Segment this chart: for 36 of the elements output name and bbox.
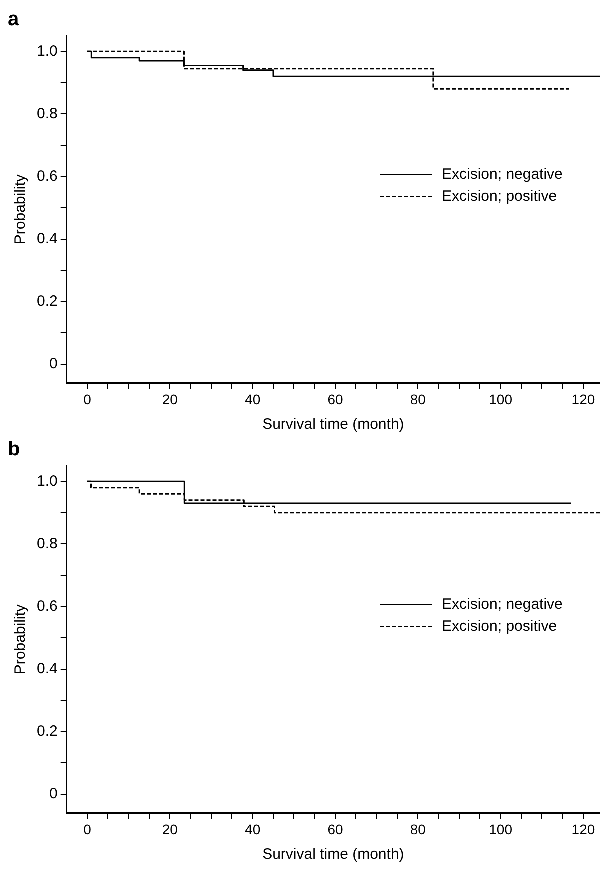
y-axis-title: Probability — [12, 604, 30, 675]
y-tick-label: 0.2 — [36, 723, 58, 740]
y-tick-label: 0.2 — [36, 293, 58, 310]
x-axis-title: Survival time (month) — [262, 846, 404, 864]
y-tick-label: 0.6 — [36, 598, 58, 615]
legend-label: Excision; negative — [442, 596, 563, 614]
legend-label: Excision; positive — [442, 188, 558, 206]
x-tick-label: 80 — [410, 821, 426, 838]
y-tick-label: 1.0 — [36, 42, 58, 60]
x-tick-label: 20 — [162, 821, 178, 838]
x-tick-label: 100 — [489, 391, 513, 408]
y-tick-label: 0.4 — [36, 660, 58, 678]
legend-label: Excision; positive — [442, 618, 558, 636]
chart-title: b — [8, 438, 20, 461]
x-tick-label: 60 — [328, 821, 344, 838]
x-axis-title: Survival time (month) — [262, 416, 404, 434]
y-axis-title: Probability — [12, 174, 30, 245]
y-tick-label: 0.4 — [36, 230, 58, 248]
y-tick-label: 0.8 — [36, 535, 58, 552]
x-tick-label: 60 — [328, 391, 344, 408]
x-tick-label: 80 — [410, 391, 426, 408]
y-tick-label: 0 — [50, 786, 58, 803]
legend-label: Excision; negative — [442, 166, 563, 184]
chart-title: a — [8, 8, 20, 31]
x-tick-label: 120 — [572, 821, 596, 838]
x-tick-label: 40 — [245, 391, 261, 408]
x-tick-label: 0 — [84, 821, 92, 838]
y-tick-label: 0.6 — [36, 168, 58, 185]
x-tick-label: 20 — [162, 391, 178, 408]
x-tick-label: 40 — [245, 821, 261, 838]
y-tick-label: 1.0 — [36, 472, 58, 490]
x-tick-label: 120 — [572, 391, 596, 408]
y-tick-label: 0 — [50, 356, 58, 373]
x-tick-label: 0 — [84, 391, 92, 408]
y-tick-label: 0.8 — [36, 105, 58, 122]
x-tick-label: 100 — [489, 821, 513, 838]
